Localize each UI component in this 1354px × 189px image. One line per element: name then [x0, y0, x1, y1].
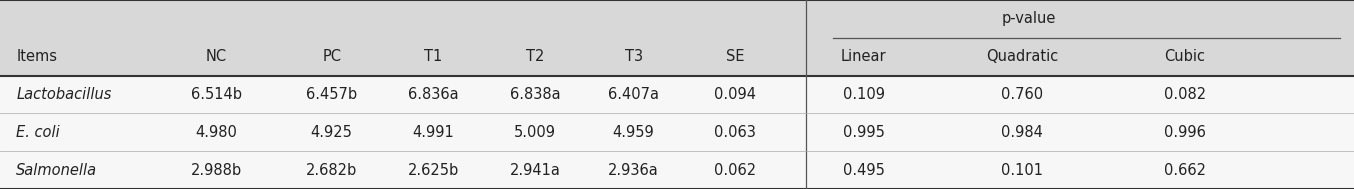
Bar [0, 76, 1354, 113]
Text: 0.662: 0.662 [1163, 163, 1206, 178]
Text: 4.991: 4.991 [413, 125, 454, 140]
Text: 0.101: 0.101 [1001, 163, 1044, 178]
Text: 0.062: 0.062 [714, 163, 757, 178]
Text: Salmonella: Salmonella [16, 163, 97, 178]
Text: Lactobacillus: Lactobacillus [16, 87, 111, 102]
Text: 6.457b: 6.457b [306, 87, 357, 102]
Text: T3: T3 [624, 49, 643, 64]
Text: 0.082: 0.082 [1163, 87, 1206, 102]
Text: 0.495: 0.495 [844, 163, 884, 178]
Text: 2.941a: 2.941a [509, 163, 561, 178]
Text: 2.936a: 2.936a [608, 163, 659, 178]
Text: 6.514b: 6.514b [191, 87, 242, 102]
Text: 2.625b: 2.625b [408, 163, 459, 178]
Text: 6.836a: 6.836a [408, 87, 459, 102]
Bar [0, 113, 1354, 151]
Text: 6.407a: 6.407a [608, 87, 659, 102]
Text: 4.959: 4.959 [613, 125, 654, 140]
Text: 5.009: 5.009 [513, 125, 556, 140]
Text: 4.925: 4.925 [311, 125, 352, 140]
Text: Cubic: Cubic [1164, 49, 1205, 64]
Text: 2.682b: 2.682b [306, 163, 357, 178]
Text: SE: SE [726, 49, 745, 64]
Text: 6.838a: 6.838a [509, 87, 561, 102]
Bar [0, 151, 1354, 189]
Text: 0.995: 0.995 [844, 125, 884, 140]
Text: 2.988b: 2.988b [191, 163, 242, 178]
Text: PC: PC [322, 49, 341, 64]
Text: 0.109: 0.109 [842, 87, 886, 102]
Text: 0.996: 0.996 [1164, 125, 1205, 140]
Text: Quadratic: Quadratic [986, 49, 1059, 64]
Text: 0.063: 0.063 [715, 125, 756, 140]
Text: 0.094: 0.094 [714, 87, 757, 102]
Text: T2: T2 [525, 49, 544, 64]
Text: Linear: Linear [841, 49, 887, 64]
Bar [0, 0, 1354, 76]
Text: NC: NC [206, 49, 227, 64]
Text: Items: Items [16, 49, 57, 64]
Text: T1: T1 [424, 49, 443, 64]
Text: p-value: p-value [1002, 11, 1056, 26]
Text: E. coli: E. coli [16, 125, 60, 140]
Text: 0.984: 0.984 [1002, 125, 1043, 140]
Text: 4.980: 4.980 [196, 125, 237, 140]
Text: 0.760: 0.760 [1001, 87, 1044, 102]
